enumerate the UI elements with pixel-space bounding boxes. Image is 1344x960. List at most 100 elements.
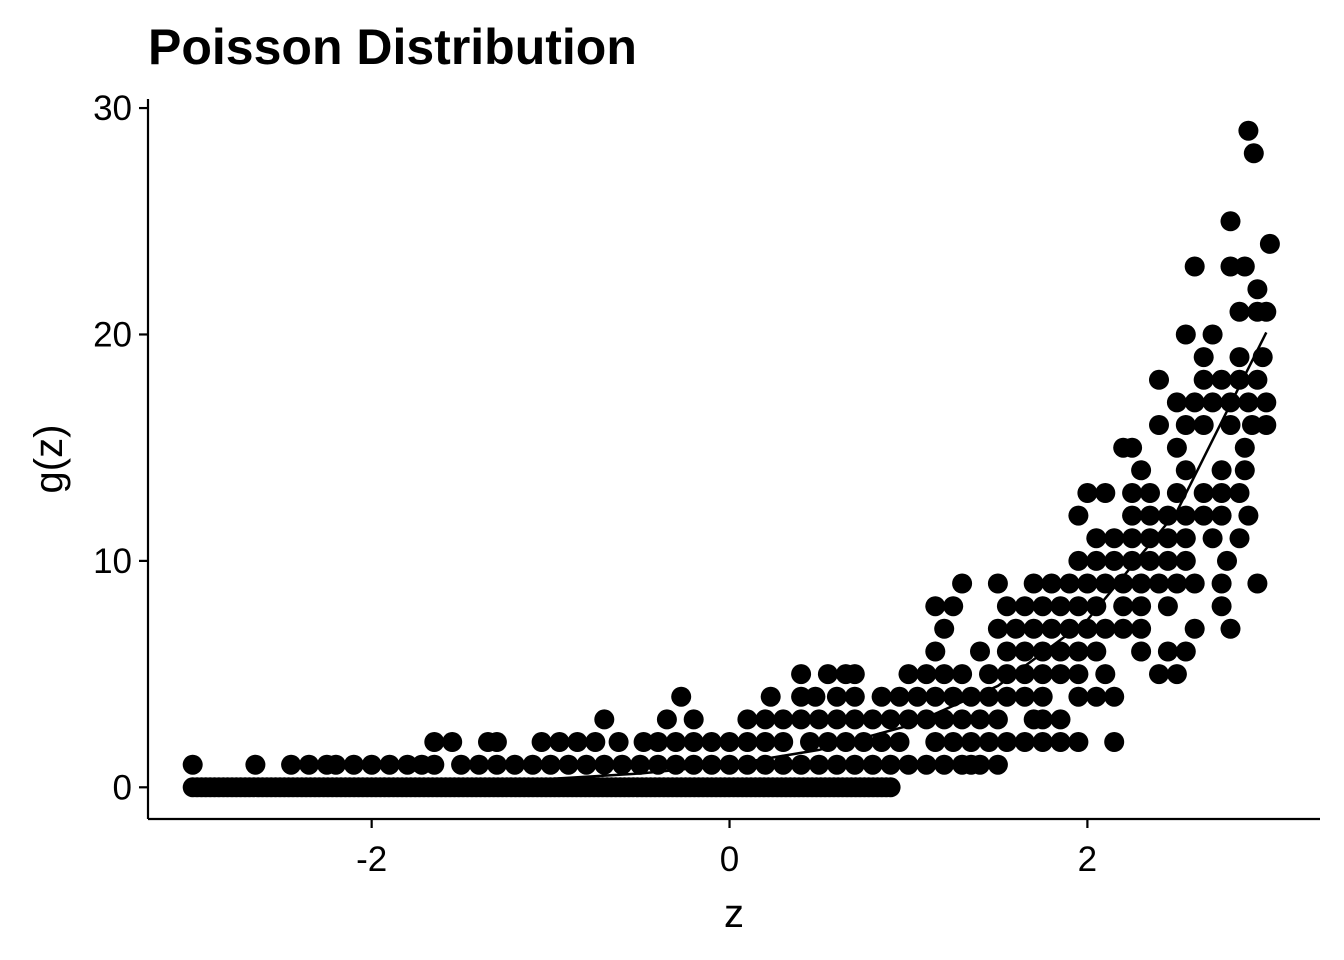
data-point <box>633 732 654 752</box>
data-point <box>1113 573 1134 594</box>
data-point <box>504 754 525 775</box>
data-point <box>934 664 955 685</box>
data-point <box>540 754 561 775</box>
data-point <box>486 732 507 752</box>
data-point <box>1068 505 1089 526</box>
data-point <box>1131 460 1152 481</box>
x-tick-label: 0 <box>720 840 739 879</box>
data-point <box>1059 573 1080 594</box>
data-point <box>1068 686 1089 707</box>
data-point <box>1217 550 1237 571</box>
data-point <box>1175 641 1196 662</box>
data-point <box>952 664 973 685</box>
data-point <box>1229 347 1250 368</box>
data-point <box>1014 686 1035 707</box>
data-point <box>773 754 794 775</box>
data-point <box>1157 596 1178 617</box>
data-point <box>1122 483 1143 503</box>
data-point <box>925 641 946 662</box>
fit-curve <box>192 331 1268 788</box>
data-point <box>961 732 982 752</box>
data-point <box>773 709 794 730</box>
data-point <box>943 732 964 752</box>
data-point <box>1238 505 1259 526</box>
data-point <box>1229 528 1250 549</box>
data-point <box>1238 392 1259 413</box>
data-point <box>1166 392 1187 413</box>
data-point <box>442 732 463 752</box>
data-point <box>1243 143 1264 164</box>
data-point <box>1131 596 1152 617</box>
y-axis-title: g(z) <box>27 425 71 494</box>
data-point <box>1095 483 1116 503</box>
data-point <box>1023 573 1044 594</box>
data-point <box>1252 347 1273 368</box>
data-point <box>1166 664 1187 685</box>
data-point <box>1234 256 1255 277</box>
data-point <box>486 754 507 775</box>
data-point <box>1005 618 1026 639</box>
data-point <box>1104 550 1125 571</box>
data-point <box>1184 573 1205 594</box>
data-point <box>1050 709 1071 730</box>
data-point <box>970 641 990 662</box>
data-point <box>805 686 826 707</box>
data-point <box>182 754 203 775</box>
data-point <box>1211 505 1232 526</box>
data-point <box>630 754 651 775</box>
data-point <box>1184 392 1205 413</box>
data-point <box>1086 550 1107 571</box>
data-point <box>1023 618 1044 639</box>
data-point <box>1220 211 1241 232</box>
data-point <box>424 732 445 752</box>
data-point <box>522 754 543 775</box>
y-ticks: 0 10 20 30 <box>93 89 148 807</box>
data-points <box>182 120 1280 798</box>
data-point <box>1032 732 1053 752</box>
data-point <box>1068 732 1089 752</box>
data-point <box>1014 596 1035 617</box>
data-point <box>1086 528 1107 549</box>
data-point <box>791 709 812 730</box>
data-point <box>1077 483 1098 503</box>
data-point <box>379 754 400 775</box>
data-point <box>1050 641 1071 662</box>
data-point <box>1234 460 1255 481</box>
data-point <box>1041 618 1062 639</box>
data-point <box>594 709 615 730</box>
data-point <box>1095 618 1116 639</box>
data-point <box>791 686 812 707</box>
data-point <box>1193 483 1214 503</box>
data-point <box>1175 460 1196 481</box>
data-point <box>826 709 847 730</box>
data-point <box>1247 279 1268 300</box>
data-point <box>325 754 346 775</box>
data-point <box>826 754 847 775</box>
data-point <box>970 709 990 730</box>
data-point <box>844 754 865 775</box>
data-point <box>1050 596 1071 617</box>
data-point <box>1149 573 1169 594</box>
data-point <box>648 732 668 752</box>
data-point <box>531 732 552 752</box>
data-point <box>1202 528 1223 549</box>
data-point <box>773 732 794 752</box>
data-point <box>1175 324 1196 345</box>
data-point <box>826 686 847 707</box>
data-point <box>585 732 606 752</box>
data-point <box>1211 369 1232 390</box>
data-point <box>1122 528 1143 549</box>
data-point <box>871 686 892 707</box>
data-point <box>1157 528 1178 549</box>
data-point <box>1256 392 1277 413</box>
data-point <box>791 754 812 775</box>
data-point <box>719 732 740 752</box>
data-point <box>1184 256 1205 277</box>
data-point <box>1122 505 1143 526</box>
data-point <box>1242 415 1262 435</box>
x-axis-title: z <box>724 892 744 936</box>
data-point <box>987 754 1008 775</box>
data-point <box>934 618 955 639</box>
data-point <box>979 664 999 685</box>
data-point <box>451 754 472 775</box>
